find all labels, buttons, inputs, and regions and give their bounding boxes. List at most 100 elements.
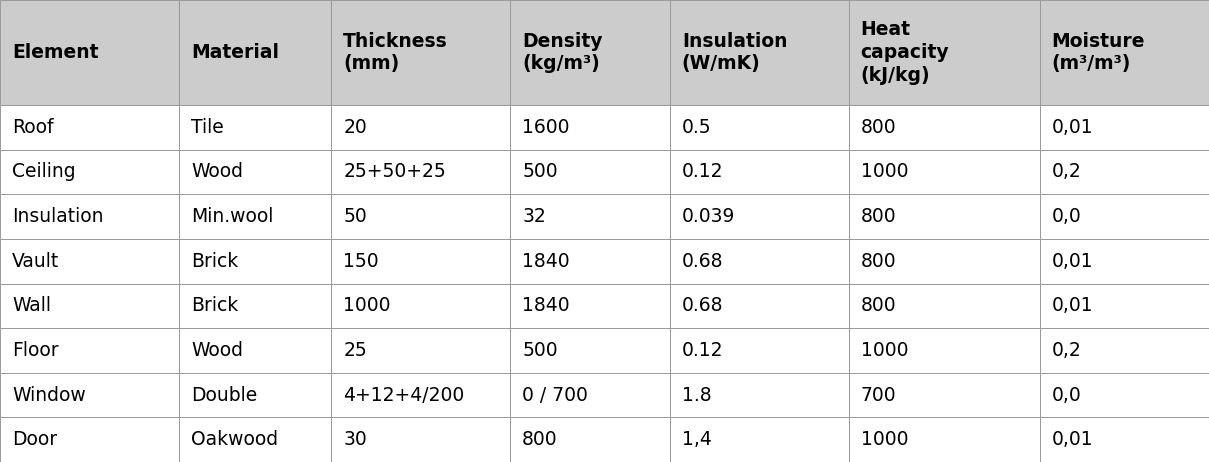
Text: 0.12: 0.12 <box>682 163 723 182</box>
Text: 1000: 1000 <box>861 430 908 449</box>
Bar <box>1040 417 1209 462</box>
Text: Wall: Wall <box>12 296 51 315</box>
Bar <box>1040 239 1209 284</box>
Text: 500: 500 <box>522 341 557 360</box>
Bar <box>670 417 849 462</box>
Bar <box>670 0 849 105</box>
Text: 500: 500 <box>522 163 557 182</box>
Text: Floor: Floor <box>12 341 58 360</box>
Bar <box>849 150 1040 194</box>
Bar <box>179 328 331 373</box>
Bar <box>331 417 510 462</box>
Text: 0.039: 0.039 <box>682 207 735 226</box>
Bar <box>331 105 510 150</box>
Text: Min.wool: Min.wool <box>191 207 273 226</box>
Bar <box>510 194 670 239</box>
Text: Window: Window <box>12 386 86 405</box>
Text: Brick: Brick <box>191 296 238 315</box>
Text: 0 / 700: 0 / 700 <box>522 386 588 405</box>
Text: 1.8: 1.8 <box>682 386 711 405</box>
Bar <box>0 328 179 373</box>
Text: Roof: Roof <box>12 118 53 137</box>
Text: Insulation: Insulation <box>12 207 104 226</box>
Text: 1000: 1000 <box>861 341 908 360</box>
Text: Thickness
(mm): Thickness (mm) <box>343 31 449 73</box>
Bar <box>670 239 849 284</box>
Bar <box>1040 150 1209 194</box>
Text: 0.5: 0.5 <box>682 118 711 137</box>
Text: 800: 800 <box>861 252 896 271</box>
Bar <box>331 328 510 373</box>
Bar <box>331 284 510 328</box>
Bar <box>510 373 670 417</box>
Text: 800: 800 <box>861 118 896 137</box>
Bar <box>0 105 179 150</box>
Text: Insulation
(W/mK): Insulation (W/mK) <box>682 31 787 73</box>
Text: Ceiling: Ceiling <box>12 163 76 182</box>
Bar <box>1040 0 1209 105</box>
Bar <box>1040 328 1209 373</box>
Bar <box>0 239 179 284</box>
Bar <box>331 194 510 239</box>
Bar <box>510 328 670 373</box>
Text: 0,01: 0,01 <box>1052 296 1093 315</box>
Bar <box>849 0 1040 105</box>
Text: Moisture
(m³/m³): Moisture (m³/m³) <box>1052 31 1145 73</box>
Bar <box>849 328 1040 373</box>
Text: 0.12: 0.12 <box>682 341 723 360</box>
Text: Material: Material <box>191 43 279 62</box>
Text: 1840: 1840 <box>522 252 569 271</box>
Bar <box>849 105 1040 150</box>
Text: Density
(kg/m³): Density (kg/m³) <box>522 31 603 73</box>
Text: 25: 25 <box>343 341 368 360</box>
Text: Brick: Brick <box>191 252 238 271</box>
Text: 30: 30 <box>343 430 368 449</box>
Bar <box>510 0 670 105</box>
Bar <box>331 239 510 284</box>
Bar <box>179 239 331 284</box>
Bar <box>849 373 1040 417</box>
Text: 32: 32 <box>522 207 546 226</box>
Text: 0,2: 0,2 <box>1052 341 1082 360</box>
Text: Door: Door <box>12 430 57 449</box>
Bar <box>331 373 510 417</box>
Bar <box>179 373 331 417</box>
Text: 800: 800 <box>861 207 896 226</box>
Text: 1,4: 1,4 <box>682 430 712 449</box>
Text: 700: 700 <box>861 386 896 405</box>
Text: 150: 150 <box>343 252 378 271</box>
Text: 0,01: 0,01 <box>1052 252 1093 271</box>
Text: 800: 800 <box>861 296 896 315</box>
Text: Heat
capacity
(kJ/kg): Heat capacity (kJ/kg) <box>861 20 949 85</box>
Text: Vault: Vault <box>12 252 59 271</box>
Bar <box>0 150 179 194</box>
Bar <box>510 417 670 462</box>
Bar <box>179 284 331 328</box>
Bar <box>670 328 849 373</box>
Text: 1000: 1000 <box>343 296 391 315</box>
Text: 0.68: 0.68 <box>682 252 723 271</box>
Bar <box>510 105 670 150</box>
Text: Tile: Tile <box>191 118 224 137</box>
Text: 0,01: 0,01 <box>1052 118 1093 137</box>
Bar <box>510 239 670 284</box>
Text: 1600: 1600 <box>522 118 569 137</box>
Text: Wood: Wood <box>191 163 243 182</box>
Text: 800: 800 <box>522 430 557 449</box>
Bar <box>670 284 849 328</box>
Bar <box>670 105 849 150</box>
Bar <box>179 0 331 105</box>
Bar <box>1040 284 1209 328</box>
Bar <box>849 417 1040 462</box>
Text: 4+12+4/200: 4+12+4/200 <box>343 386 464 405</box>
Bar <box>670 373 849 417</box>
Bar <box>0 0 179 105</box>
Text: 1840: 1840 <box>522 296 569 315</box>
Text: 0,2: 0,2 <box>1052 163 1082 182</box>
Text: 20: 20 <box>343 118 368 137</box>
Bar <box>179 417 331 462</box>
Bar <box>179 150 331 194</box>
Text: 0,0: 0,0 <box>1052 386 1082 405</box>
Bar <box>0 194 179 239</box>
Bar <box>0 284 179 328</box>
